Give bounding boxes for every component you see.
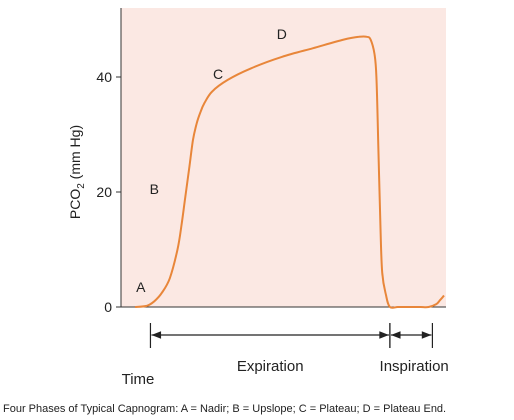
y-tick-label-20: 20	[96, 184, 112, 200]
y-tick-label-0: 0	[104, 299, 112, 315]
annotation-b: B	[150, 181, 159, 197]
y-axis-label-text: PCO	[67, 189, 83, 219]
annotation-d: D	[277, 26, 287, 42]
inspiration-arrow-right-head	[421, 331, 432, 339]
inspiration-label: Inspiration	[380, 358, 449, 375]
annotation-a: A	[136, 279, 146, 295]
y-tick-label-40: 40	[96, 69, 112, 85]
x-axis-label: Time	[122, 371, 155, 388]
y-axis-label-unit: (mm Hg)	[67, 125, 83, 183]
expiration-arrow-left-head	[151, 331, 162, 339]
y-axis-label-subscript: 2	[76, 183, 87, 189]
y-axis-label: PCO2 (mm Hg)	[67, 125, 87, 219]
annotation-c: C	[213, 66, 223, 82]
phase-letter-group: A B C D	[136, 26, 287, 295]
figure-caption: Four Phases of Typical Capnogram: A = Na…	[3, 403, 447, 415]
plot-background	[121, 8, 446, 307]
phase-bracket-group: Expiration Inspiration	[149, 323, 449, 375]
y-tick-group: 0 20 40	[96, 69, 121, 315]
expiration-arrow-right-head	[379, 331, 389, 339]
expiration-label: Expiration	[237, 358, 304, 375]
inspiration-arrow-left-head	[390, 331, 401, 339]
capnogram-curve	[134, 35, 445, 309]
